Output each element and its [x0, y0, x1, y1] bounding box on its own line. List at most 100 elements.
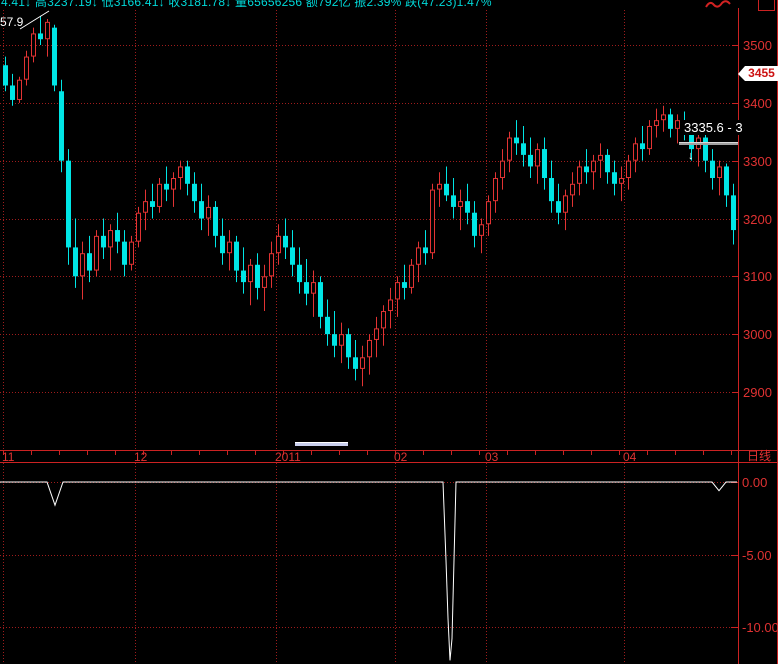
- candle-body-up: [563, 195, 568, 213]
- candle-body-up: [248, 264, 253, 283]
- candle-body-up: [136, 212, 141, 242]
- candle-body-down: [549, 178, 554, 202]
- candle-body-up: [437, 183, 442, 190]
- candle-body-down: [556, 201, 561, 213]
- candle-body-down: [213, 206, 218, 236]
- candle-body-down: [199, 201, 204, 219]
- period-label[interactable]: 日线: [746, 449, 771, 463]
- price-axis-label: 2900: [743, 385, 772, 400]
- candle-body-up: [129, 241, 134, 265]
- candle-body-up: [157, 183, 162, 207]
- candle-body-up: [647, 125, 652, 150]
- scrollbar-thumb[interactable]: [295, 442, 348, 446]
- candle-body-down: [66, 160, 71, 248]
- candle-body-down: [353, 357, 358, 369]
- candle-body-up: [374, 328, 379, 340]
- candle-body-down: [731, 195, 736, 231]
- candle-body-up: [661, 114, 666, 121]
- price-axis-label: 3400: [743, 96, 772, 111]
- candle-body-down: [542, 149, 547, 179]
- candle-body-up: [262, 276, 267, 288]
- candle-body-down: [290, 247, 295, 265]
- candle-body-down: [73, 247, 78, 277]
- month-label: 02: [394, 450, 408, 464]
- candle-body-up: [458, 201, 463, 207]
- candle-body-up: [409, 264, 414, 288]
- candle-body-down: [234, 241, 239, 271]
- candle-body-up: [598, 154, 603, 161]
- candle-body-up: [570, 183, 575, 196]
- candle-body-down: [528, 154, 533, 167]
- candle-body-down: [521, 143, 526, 155]
- measure-annotation[interactable]: 3335.6 - 3: [681, 120, 746, 135]
- candle-body-down: [689, 134, 694, 150]
- candle-body-down: [346, 334, 351, 358]
- candle-body-up: [479, 224, 484, 236]
- candle-body-up: [388, 299, 393, 312]
- candle-body-up: [339, 334, 344, 346]
- candle-body-up: [493, 178, 498, 202]
- candle-body-up: [535, 149, 540, 167]
- candle-body-up: [395, 282, 400, 300]
- candle-body-up: [17, 79, 22, 100]
- indicator-line: [0, 481, 737, 661]
- candle-body-up: [577, 166, 582, 184]
- candle-body-up: [269, 253, 274, 277]
- candle-body-up: [500, 160, 505, 179]
- candle-body-down: [220, 235, 225, 254]
- candle-body-up: [276, 235, 281, 254]
- month-label: 12: [134, 450, 148, 464]
- candle-body-down: [325, 316, 330, 335]
- candle-body-down: [101, 235, 106, 248]
- candle-body-down: [668, 114, 673, 129]
- candle-body-down: [472, 212, 477, 236]
- candle-body-up: [626, 160, 631, 179]
- candle-body-down: [402, 282, 407, 288]
- candle-body-up: [717, 166, 722, 179]
- month-label: 04: [623, 450, 637, 464]
- candle-body-down: [640, 143, 645, 150]
- candle-body-down: [255, 264, 260, 288]
- candle-body-down: [514, 137, 519, 144]
- candle-body-down: [115, 230, 120, 242]
- candle-body-down: [87, 253, 92, 271]
- price-axis-label: 3300: [743, 154, 772, 169]
- trendline[interactable]: [19, 10, 50, 30]
- candle-body-up: [206, 206, 211, 219]
- candle-body-down: [612, 172, 617, 184]
- month-label: 2011: [275, 450, 301, 464]
- candle-body-down: [318, 282, 323, 317]
- measure-line[interactable]: [679, 142, 738, 145]
- month-label: 11: [2, 450, 15, 464]
- candle-body-down: [465, 201, 470, 213]
- candle-body-down: [38, 33, 43, 40]
- candle-body-up: [486, 201, 491, 225]
- candle-body-up: [675, 120, 680, 129]
- candle-body-up: [507, 137, 512, 161]
- candle-body-down: [150, 201, 155, 207]
- indicator-axis-label: -10.00: [742, 620, 778, 635]
- candle-body-down: [283, 235, 288, 248]
- candle-body-up: [171, 178, 176, 190]
- current-price-tag: 3455: [738, 66, 778, 81]
- candle-body-up: [311, 282, 316, 294]
- price-axis-label: 3000: [743, 327, 772, 342]
- candle-body-down: [724, 166, 729, 196]
- candle-body-up: [654, 120, 659, 126]
- candle-body-up: [416, 247, 421, 265]
- candle-body-up: [143, 201, 148, 213]
- candle-body-down: [584, 166, 589, 173]
- candle-body-down: [297, 264, 302, 283]
- candle-body-down: [423, 247, 428, 254]
- candle-body-down: [605, 154, 610, 173]
- candle-body-down: [241, 270, 246, 283]
- marker-arrow-icon: ↓: [688, 150, 694, 162]
- candle-body-up: [45, 21, 50, 40]
- corner-frame-button[interactable]: [758, 0, 775, 11]
- candle-body-up: [178, 166, 183, 179]
- candle-body-down: [451, 195, 456, 207]
- candle-body-down: [164, 183, 169, 190]
- candle-body-up: [381, 311, 386, 329]
